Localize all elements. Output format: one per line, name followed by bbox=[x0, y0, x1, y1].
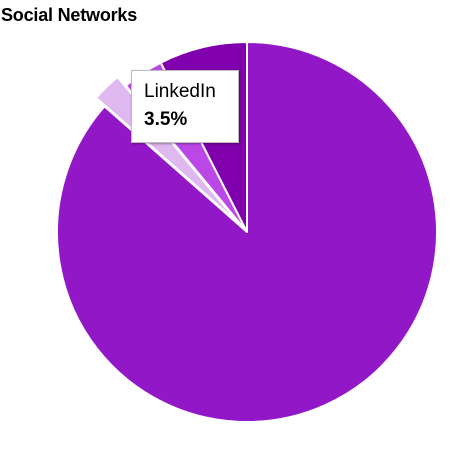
chart-title: Social Networks bbox=[1, 5, 138, 25]
tooltip: LinkedIn 3.5% bbox=[131, 70, 239, 143]
tooltip-value: 3.5% bbox=[144, 109, 188, 130]
tooltip-label: LinkedIn bbox=[144, 81, 216, 102]
